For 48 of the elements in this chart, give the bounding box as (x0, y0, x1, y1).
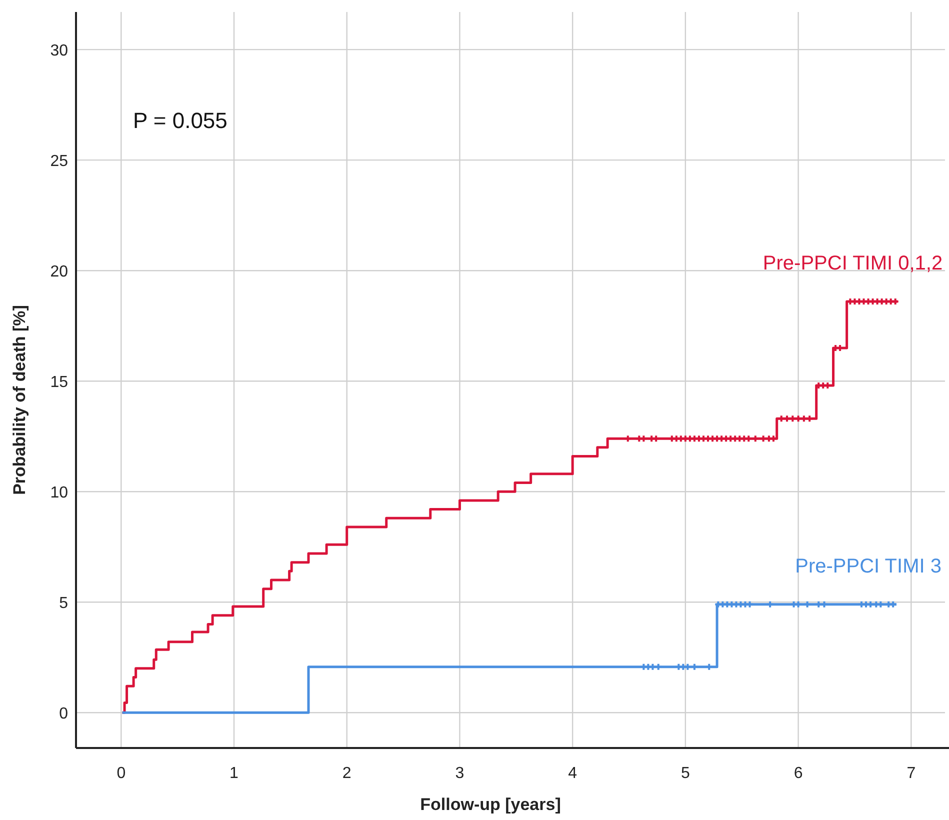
y-tick-label: 20 (50, 264, 68, 281)
x-axis-title: Follow-up [years] (420, 795, 561, 814)
point (878, 601, 884, 608)
y-axis-title: Probability of death [%] (10, 305, 29, 495)
point (890, 601, 896, 608)
x-tick-label: 1 (230, 765, 239, 782)
point (767, 601, 774, 608)
y-tick-label: 0 (59, 706, 68, 723)
point (653, 436, 660, 442)
point (868, 601, 874, 608)
point (778, 416, 784, 422)
point (784, 416, 790, 422)
point (684, 664, 691, 670)
series-label: Pre-PPCI TIMI 3 (795, 555, 942, 578)
point (650, 664, 656, 670)
point (760, 436, 766, 442)
series-label: Pre-PPCI TIMI 0,1,2 (762, 252, 943, 275)
point (816, 601, 822, 608)
y-tick-label: 5 (59, 595, 68, 612)
point (804, 601, 810, 608)
x-tick-label: 4 (568, 765, 578, 782)
x-tick-label: 2 (342, 765, 352, 782)
point (742, 601, 748, 608)
point (821, 601, 828, 608)
x-tick-label: 5 (680, 765, 690, 782)
point (752, 436, 758, 442)
x-tick-label: 7 (906, 765, 916, 782)
point (706, 664, 712, 670)
point (746, 436, 752, 442)
point (655, 664, 662, 670)
point (640, 436, 647, 442)
x-tick-label: 3 (455, 765, 464, 782)
y-tick-label: 15 (50, 374, 68, 392)
point (790, 416, 796, 422)
point (691, 664, 698, 670)
point (800, 416, 807, 422)
point (624, 436, 631, 442)
y-tick-label: 10 (50, 484, 68, 502)
point (795, 416, 802, 422)
point (770, 436, 776, 442)
x-tick-label: 0 (116, 765, 126, 782)
y-tick-label: 30 (50, 42, 68, 60)
y-tick-label: 25 (50, 153, 68, 170)
annotation: P = 0.055 (133, 108, 228, 133)
point (795, 601, 802, 608)
x-tick-label: 6 (794, 765, 803, 782)
point (746, 601, 753, 608)
point (806, 416, 813, 422)
